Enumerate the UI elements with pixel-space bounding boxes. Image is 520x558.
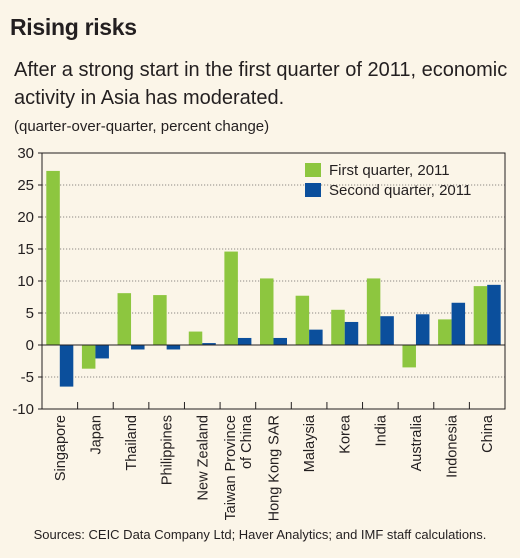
chart-subtitle: After a strong start in the first quarte… (14, 59, 508, 109)
bar-q1 (117, 293, 132, 345)
category-label: Korea (338, 414, 354, 454)
bar-q1 (260, 278, 274, 345)
bar-q1 (295, 295, 310, 345)
category-label: New Zealand (195, 415, 211, 500)
bar-q2 (95, 345, 109, 359)
bars (46, 170, 501, 387)
category-label: Japan (88, 415, 104, 455)
category-label-line: Korea (338, 414, 354, 454)
bar-q2 (451, 302, 466, 345)
category-label-line: India (373, 414, 389, 446)
legend-label: First quarter, 2011 (329, 162, 450, 179)
category-label: Australia (409, 414, 425, 471)
category-label-line: Malaysia (302, 414, 318, 472)
y-tick-label: 5 (26, 305, 34, 322)
bar-q2 (309, 329, 323, 345)
category-label-line: Philippines (160, 415, 176, 485)
units-note: (quarter-over-quarter, percent change) (14, 118, 270, 135)
category-label-line: Australia (409, 414, 425, 471)
bar-q2 (273, 337, 287, 345)
category-label-line: New Zealand (195, 415, 211, 500)
bar-q2 (415, 314, 430, 345)
bar-q1 (153, 295, 167, 345)
y-tick-label: 15 (17, 241, 34, 258)
legend-swatch (305, 183, 321, 197)
y-tick-labels: -10 -5 0 5 10 15 20 25 30 (12, 145, 34, 418)
category-label-line: Taiwan Province (223, 415, 239, 520)
category-label: China (480, 414, 496, 453)
bar-q1 (81, 345, 96, 369)
legend: First quarter, 2011 Second quarter, 2011 (305, 162, 471, 199)
category-labels: Singapore Japan Thailand Philippines New Zea… (53, 414, 496, 520)
category-label-line: Japan (88, 415, 104, 455)
category-label-line: China (480, 414, 496, 453)
y-tick-label: -5 (21, 369, 34, 386)
bar-q2 (344, 321, 359, 345)
bar-q1 (46, 170, 60, 345)
category-label: Thailand (124, 415, 140, 471)
y-tick-label: 30 (17, 145, 34, 162)
category-label: Indonesia (445, 414, 461, 478)
y-tick-label: 0 (26, 337, 34, 354)
bar-q2 (131, 345, 145, 350)
bar-q2 (487, 284, 501, 345)
bar-q2 (59, 345, 74, 387)
bar-q1 (402, 345, 416, 368)
category-label: Singapore (53, 415, 69, 481)
bar-q2 (202, 343, 216, 345)
bar-q1 (331, 309, 345, 345)
category-label: Taiwan Provinceof China (223, 414, 255, 520)
category-label-line: Singapore (53, 415, 69, 481)
category-label: Philippines (160, 415, 176, 485)
bar-q2 (237, 337, 252, 345)
bar-chart: -10 -5 0 5 10 15 20 25 30 Singapore Japan Thailand… (12, 145, 506, 520)
chart-title: Rising risks (10, 14, 137, 40)
bar-q2 (166, 345, 181, 350)
category-label-line: Hong Kong SAR (267, 415, 283, 520)
source-note: Sources: CEIC Data Company Ltd; Haver An… (33, 527, 487, 542)
bar-q1 (366, 278, 381, 345)
legend-swatch (305, 163, 321, 177)
bar-q1 (438, 319, 452, 345)
axes (38, 152, 506, 410)
y-tick-label: -10 (12, 401, 34, 418)
category-label-line: Indonesia (445, 414, 461, 478)
legend-label: Second quarter, 2011 (329, 182, 471, 199)
bar-q2 (380, 316, 394, 345)
y-tick-label: 20 (17, 209, 34, 226)
category-label-line: Thailand (124, 415, 140, 471)
category-label-line: of China (239, 414, 255, 469)
category-label: Hong Kong SAR (267, 415, 283, 520)
category-label: India (373, 414, 389, 446)
y-tick-label: 25 (17, 177, 34, 194)
category-label: Malaysia (302, 414, 318, 472)
bar-q1 (224, 251, 238, 345)
bar-q1 (473, 286, 488, 345)
y-tick-label: 10 (17, 273, 34, 290)
bar-q1 (188, 331, 203, 345)
plot-frame (41, 152, 506, 410)
